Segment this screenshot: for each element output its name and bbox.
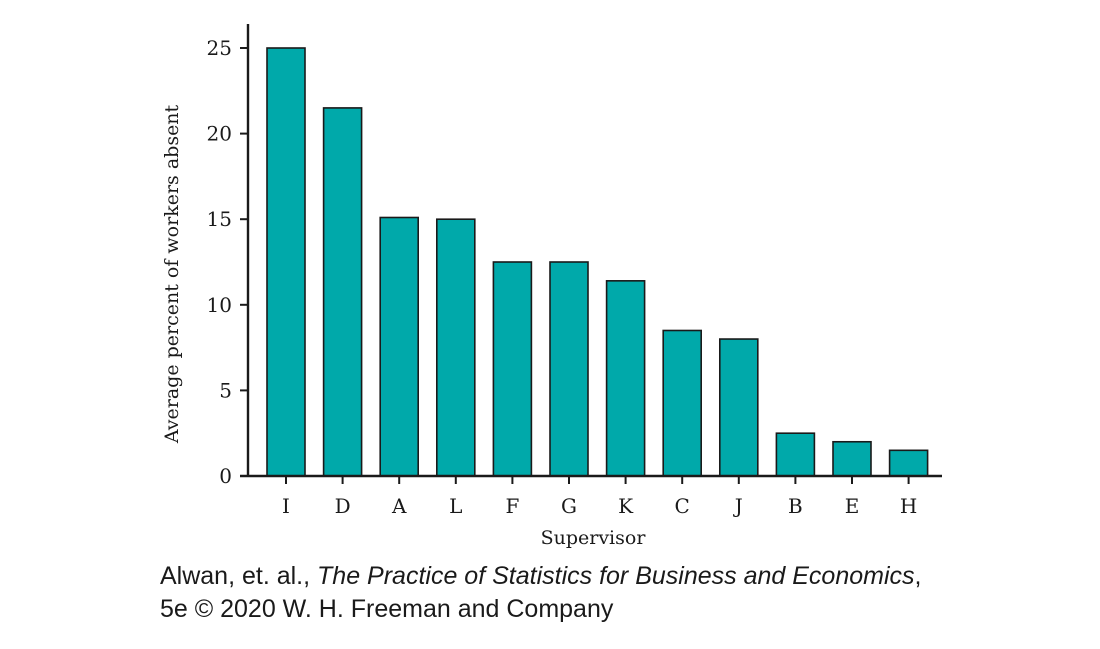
caption-book-title: The Practice of Statistics for Business … bbox=[317, 562, 915, 590]
bar-e bbox=[832, 440, 872, 477]
x-tick-label-a: A bbox=[391, 494, 407, 518]
caption-line-2: 5e © 2020 W. H. Freeman and Company bbox=[160, 595, 614, 623]
bar-j bbox=[718, 338, 759, 477]
y-tick-label-15: 15 bbox=[207, 207, 232, 231]
y-tick-label-0: 0 bbox=[219, 464, 232, 488]
bars bbox=[266, 47, 929, 477]
caption-authors: Alwan, et. al., bbox=[160, 562, 318, 590]
bar-d bbox=[322, 107, 363, 477]
bar-k bbox=[605, 280, 646, 477]
y-tick-label-25: 25 bbox=[207, 36, 232, 60]
x-tick-label-h: H bbox=[900, 494, 917, 518]
bar-h bbox=[888, 449, 929, 477]
source-caption: Alwan, et. al., The Practice of Statisti… bbox=[160, 560, 921, 626]
x-tick-label-f: F bbox=[505, 494, 519, 518]
y-tick-label-20: 20 bbox=[207, 122, 232, 146]
x-tick-label-i: I bbox=[282, 494, 290, 518]
bar-i bbox=[266, 47, 306, 477]
x-tick-label-k: K bbox=[618, 494, 634, 518]
x-tick-label-e: E bbox=[845, 494, 860, 518]
bar-f bbox=[492, 261, 533, 477]
caption-title-suffix: , bbox=[914, 562, 922, 590]
y-axis-ticks: 0 5 10 15 20 25 bbox=[207, 36, 248, 488]
x-tick-label-b: B bbox=[788, 494, 803, 518]
y-tick-label-5: 5 bbox=[219, 378, 232, 402]
x-tick-label-d: D bbox=[335, 494, 351, 518]
bar-b bbox=[775, 432, 816, 477]
x-axis-title: Supervisor bbox=[541, 527, 647, 549]
bar-g bbox=[549, 261, 589, 477]
x-tick-label-c: C bbox=[675, 494, 690, 518]
x-tick-label-g: G bbox=[561, 494, 577, 518]
y-tick-label-10: 10 bbox=[207, 293, 232, 317]
bar-a bbox=[379, 216, 420, 477]
bar-l bbox=[435, 218, 476, 477]
x-tick-label-l: L bbox=[449, 494, 462, 518]
y-axis-title: Average percent of workers absent bbox=[161, 104, 183, 444]
bar-chart: 0 5 10 15 20 25 I D A L F G K C J B E H Supervisor Avera… bbox=[161, 24, 942, 549]
bar-c bbox=[662, 329, 703, 477]
caption-line-1: Alwan, et. al., The Practice of Statisti… bbox=[160, 560, 921, 593]
x-tick-label-j: J bbox=[733, 494, 743, 518]
